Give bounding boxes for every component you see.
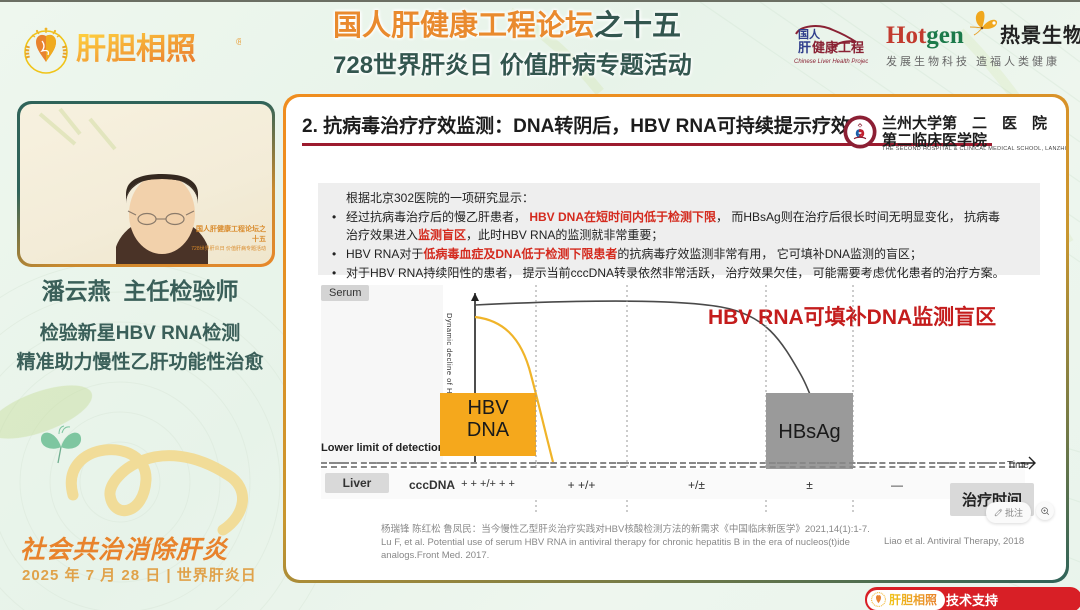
svg-text:Chinese Liver Health Project: Chinese Liver Health Project <box>794 59 868 65</box>
svg-text:健康工程: 健康工程 <box>812 40 864 55</box>
svg-text:肝胆相照: 肝胆相照 <box>76 33 196 66</box>
svg-text:®: ® <box>236 37 241 48</box>
svg-text:国人: 国人 <box>798 27 821 41</box>
svg-text:肝: 肝 <box>798 40 811 55</box>
